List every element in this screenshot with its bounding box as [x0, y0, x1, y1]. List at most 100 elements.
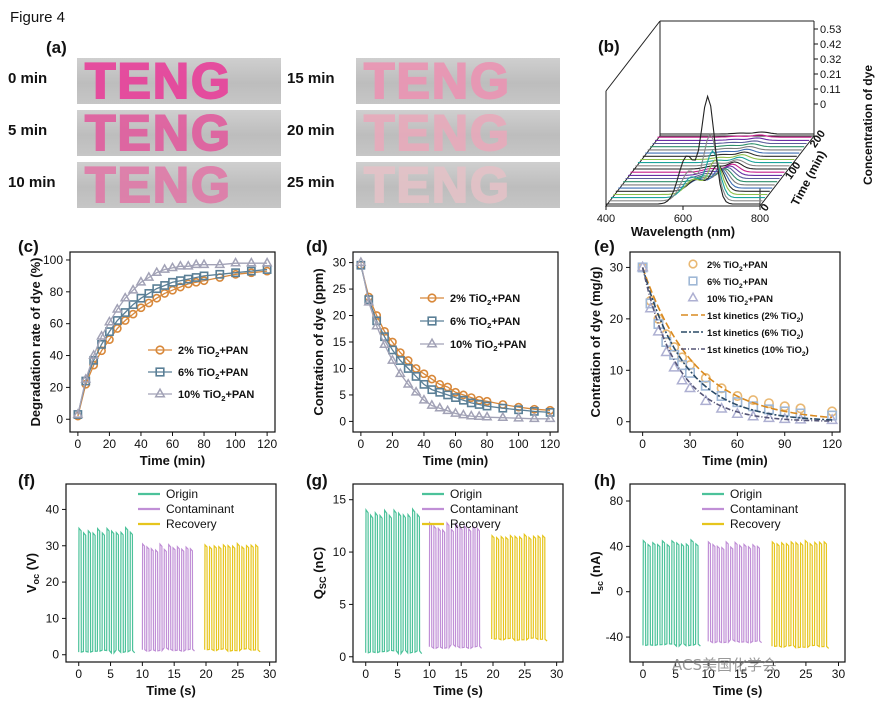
signal-trace	[771, 539, 830, 650]
legend-label-main: 10% TiO	[178, 389, 222, 401]
data-point	[732, 397, 743, 408]
time-label: 25 min	[287, 174, 335, 191]
legend-label-main: 2% TiO	[178, 345, 216, 357]
spectrum-curve	[640, 154, 795, 161]
data-point	[481, 411, 493, 421]
y-tick-label: 100	[43, 253, 63, 267]
legend-label-sub: 2	[215, 350, 219, 359]
legend-label-main: 10% TiO	[450, 339, 494, 351]
legend-label: Contaminant	[730, 502, 799, 516]
chart-d-concentration: (d) 0 20 40 60 80 100 120 0 5 10 15 20 25 30 Time (min)…	[306, 237, 560, 468]
series-triangle	[72, 257, 273, 418]
legend-label: 1st kinetics (2% TiO2)	[707, 311, 803, 324]
x-tick-label: 60	[731, 437, 745, 451]
x-tick-label: 400	[597, 213, 615, 225]
legend-label-main: 2% TiO	[707, 260, 739, 271]
y-tick-label: 15	[333, 493, 347, 507]
fit-curve	[641, 267, 833, 419]
figure-title: Figure 4	[10, 9, 66, 26]
data-point	[231, 268, 240, 278]
legend-marker	[155, 367, 165, 377]
y-tick-label: 0	[759, 202, 772, 214]
y-axis-label-sub: oc	[31, 574, 41, 585]
x-tick-label: 10	[702, 667, 716, 681]
data-point	[699, 394, 712, 406]
z-tick-label: 0.53	[820, 24, 841, 36]
legend-label: 10% TiO2+PAN	[178, 389, 254, 403]
chart-c-degradation-rate: (c) 0 20 40 60 80 100 120 0 20 40 60 80 100 Time (min)…	[18, 237, 277, 468]
x-tick-label: 25	[231, 667, 245, 681]
legend-label: 10% TiO2+PAN	[450, 339, 526, 353]
signal-trace	[141, 542, 195, 653]
y-tick-label: 0	[339, 650, 346, 664]
data-point	[104, 315, 115, 326]
legend-label-sub: 2	[215, 372, 219, 381]
data-point	[127, 284, 139, 294]
y-tick-label: 0	[616, 585, 623, 599]
z-axis-label: Concentration of dye	[861, 65, 875, 185]
chart-e-kinetics: (e) 0 30 60 90 120 0 10 20 30 Time (min) Contration…	[588, 237, 842, 468]
spectrum-curve	[630, 163, 785, 173]
y-tick-label: 10	[610, 363, 624, 377]
legend-label: Origin	[450, 487, 482, 501]
series-circle	[73, 266, 272, 421]
legend-label: 10% TiO2+PAN	[707, 294, 773, 307]
x-tick-label: 0	[75, 667, 82, 681]
data-point	[198, 258, 210, 269]
x-axis-label: Time (min)	[140, 453, 206, 468]
data-point	[199, 271, 209, 281]
watermark: ACS美国化学会	[672, 656, 777, 674]
legend-label: 2% TiO2+PAN	[450, 293, 520, 307]
spectrum-curve	[613, 159, 768, 196]
data-point	[442, 404, 454, 415]
time-label: 10 min	[8, 174, 56, 191]
legend-label-main: 10% TiO	[707, 294, 744, 305]
data-point	[497, 411, 509, 422]
data-point	[175, 282, 185, 292]
x-tick-label: 100	[226, 437, 246, 451]
legend-label-main: 1st kinetics (6% TiO	[707, 328, 797, 339]
legend-label-rest: +PAN	[219, 367, 248, 379]
y-tick-label: 20	[46, 575, 60, 589]
y-axis-label: Voc (V)	[24, 553, 41, 593]
x-axis-label: Time (s)	[146, 683, 196, 698]
y-axis-label-sub: sc	[595, 581, 605, 591]
data-point	[544, 412, 556, 423]
spectrum-curve	[657, 134, 812, 138]
data-point	[182, 260, 194, 270]
teng-photo: TENG	[77, 158, 281, 212]
data-point	[72, 408, 84, 418]
series-line	[77, 262, 268, 415]
fit-curve	[641, 267, 833, 422]
data-point	[427, 374, 437, 384]
x-tick-label: 10	[136, 667, 150, 681]
spectrum-curve	[608, 132, 763, 202]
y-tick-label: 80	[610, 494, 624, 508]
legend-label: Origin	[730, 487, 762, 501]
x-tick-label: 120	[540, 437, 560, 451]
chart-f-voc: (f) 0 5 10 15 20 25 30 0 10 20 30 40 Time (s) Voc (V) O…	[18, 471, 277, 698]
spectrum-curve	[650, 143, 805, 148]
legend-label-main: 6% TiO	[178, 367, 216, 379]
data-point	[152, 293, 162, 303]
panel-label: (d)	[306, 237, 328, 256]
x-tick-label: 15	[168, 667, 182, 681]
data-point	[355, 256, 367, 266]
data-point	[418, 394, 430, 404]
data-point	[111, 303, 123, 313]
time-label: 20 min	[287, 122, 335, 139]
legend-label-sub: 2	[487, 298, 491, 307]
plot-frame	[65, 483, 277, 663]
x-tick-label: 25	[518, 667, 532, 681]
x-tick-label: 20	[199, 667, 213, 681]
teng-word: TENG	[84, 53, 232, 109]
z-tick-label: 0.11	[820, 84, 841, 96]
spectrum-curve	[615, 164, 770, 192]
x-tick-label: 80	[480, 437, 494, 451]
legend-label: 2% TiO2+PAN	[178, 345, 248, 359]
x-axis-label: Wavelength (nm)	[631, 224, 735, 239]
data-point	[473, 410, 485, 420]
x-tick-label: 15	[734, 667, 748, 681]
data-point	[403, 364, 413, 373]
data-point	[105, 327, 114, 337]
